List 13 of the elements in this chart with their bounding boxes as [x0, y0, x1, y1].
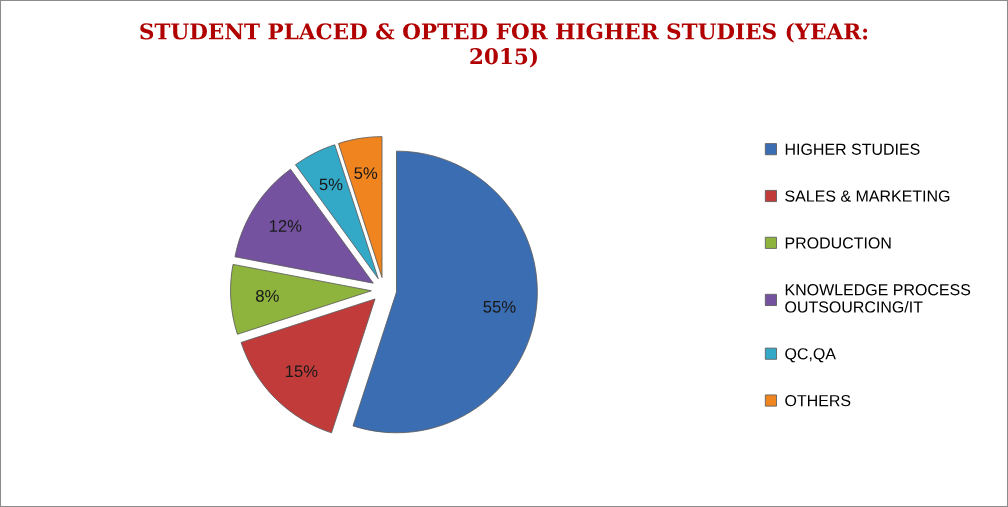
legend-label: SALES & MARKETING	[785, 190, 950, 202]
legend-label: QC,QA	[785, 348, 836, 363]
legend-label: PRODUCTION	[785, 237, 891, 249]
data-label: 5%	[354, 167, 378, 180]
data-label: 55%	[483, 301, 516, 313]
data-label: 5%	[319, 178, 343, 191]
data-label: 12%	[269, 220, 302, 232]
chart-title: STUDENT PLACED & OPTED FOR HIGHER STUDIES (YEAR: 2015)	[140, 22, 868, 68]
data-label: 8%	[256, 289, 279, 302]
legend-label: HIGHER STUDIES	[785, 143, 920, 155]
legend-label: OTHERS	[785, 394, 851, 407]
data-label: 15%	[285, 365, 318, 378]
legend-label: KNOWLEDGE PROCESS OUTSOURCING/IT	[785, 284, 971, 313]
